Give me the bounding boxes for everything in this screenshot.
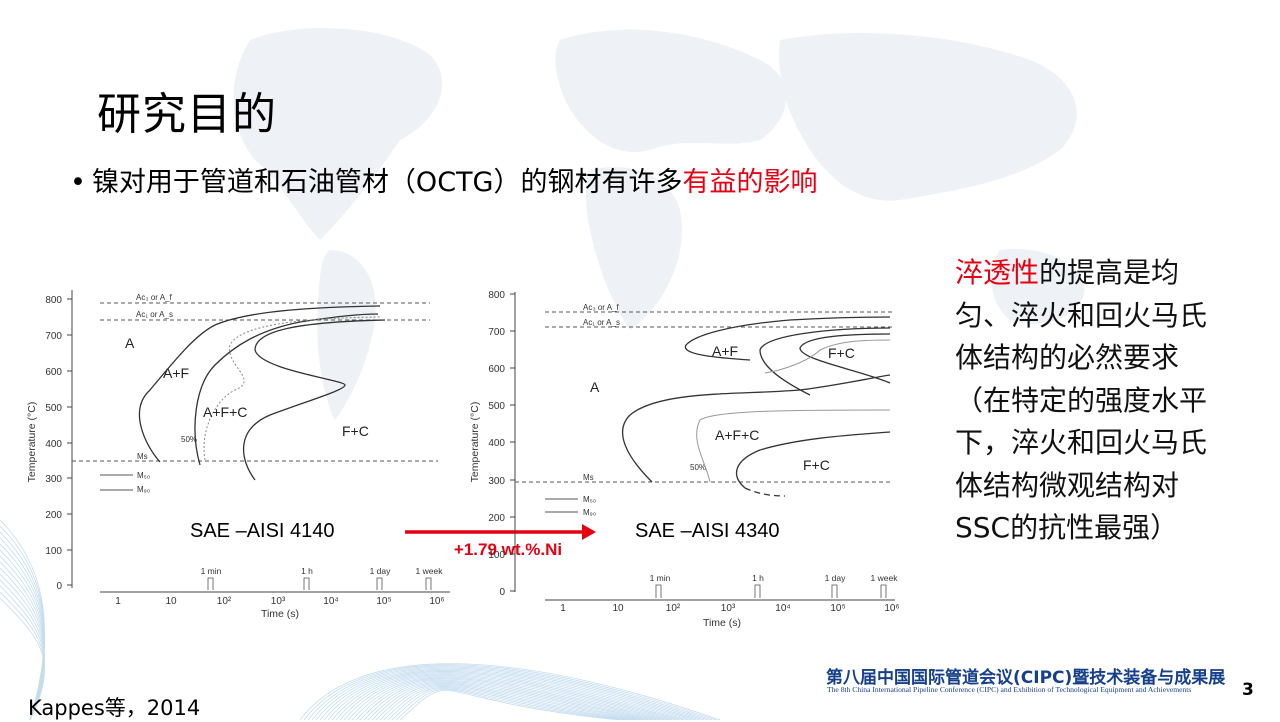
x-tick: 10⁵	[376, 596, 391, 607]
x-tick: 1	[560, 603, 566, 614]
y-tick: 100	[488, 550, 505, 561]
y-tick: 300	[488, 476, 505, 487]
ac1-label: Ac₁ or A_s	[136, 310, 173, 319]
y-tick: 700	[45, 331, 62, 342]
ttt-diagram-4140: 800 700 600 500 400 300 200 100 0 Temper…	[26, 290, 450, 620]
x-tick: 10⁴	[775, 603, 790, 614]
nickel-addition-arrow: +1.79 wt.%.Ni	[405, 524, 596, 559]
y-tick: 600	[488, 364, 505, 375]
x-tick: 10⁶	[429, 596, 444, 607]
region-label: A+F+C	[203, 404, 247, 420]
y-tick: 600	[45, 367, 62, 378]
conference-title-cn: 第八届中国国际管道会议(CIPC)暨技术装备与成果展	[826, 668, 1226, 688]
m90-label: M₉₀	[583, 508, 596, 517]
time-marker: 1 h	[301, 566, 313, 576]
y-tick: 400	[488, 438, 505, 449]
steel-4340-label: SAE –AISI 4340	[635, 520, 780, 542]
bullet-point: • 镍对用于管道和石油管材（OCTG）的钢材有许多有益的影响	[70, 160, 817, 199]
x-tick: 10⁶	[884, 603, 899, 614]
region-label: A+F	[163, 365, 189, 381]
conference-title-en: The 8th China International Pipeline Con…	[827, 685, 1192, 694]
hardenability-body: 的提高是均匀、淬火和回火马氏体结构的必然要求（在特定的强度水平下，淬火和回火马氏…	[955, 256, 1208, 544]
y-tick: 0	[499, 587, 505, 598]
time-marker: 1 week	[871, 573, 899, 583]
decorative-wave-lines	[0, 519, 721, 720]
ac3-label: Ac₃ or A_f	[136, 293, 172, 302]
x-tick: 1	[115, 596, 121, 607]
time-marker: 1 week	[416, 566, 444, 576]
y-axis-label: Temperature (°C)	[469, 402, 481, 483]
x-tick: 10⁵	[830, 603, 845, 614]
y-tick: 200	[488, 513, 505, 524]
m90-label: M₉₀	[137, 485, 150, 494]
y-tick: 400	[45, 439, 62, 450]
y-tick: 800	[45, 295, 62, 306]
y-tick: 800	[488, 290, 505, 301]
time-marker: 1 min	[650, 573, 671, 583]
hardenability-highlight: 淬透性	[955, 256, 1040, 289]
x-axis-label: Time (s)	[261, 608, 299, 620]
ms-label: Ms	[583, 473, 594, 482]
y-tick: 200	[45, 510, 62, 521]
y-tick: 300	[45, 474, 62, 485]
arrow-label: +1.79 wt.%.Ni	[454, 540, 562, 559]
y-tick: 500	[488, 401, 505, 412]
ac3-label: Ac₃ or A_f	[583, 303, 619, 312]
ac1-label: Ac₁ or A_s	[583, 318, 620, 327]
hardenability-note: 淬透性的提高是均匀、淬火和回火马氏体结构的必然要求（在特定的强度水平下，淬火和回…	[955, 252, 1217, 550]
ms-label: Ms	[137, 452, 148, 461]
ttt-diagrams: 800 700 600 500 400 300 200 100 0 Temper…	[26, 290, 900, 629]
y-tick: 500	[45, 403, 62, 414]
y-axis-label: Temperature (°C)	[26, 402, 38, 483]
y-tick: 0	[56, 581, 62, 592]
bullet-dot: •	[70, 167, 86, 198]
m50-label: M₅₀	[583, 495, 596, 504]
x-tick: 10²	[217, 596, 232, 607]
steel-4140-label: SAE –AISI 4140	[190, 520, 335, 542]
region-label: F+C	[828, 345, 855, 361]
bullet-text: 镍对用于管道和石油管材（OCTG）的钢材有许多	[91, 167, 683, 198]
time-marker: 1 day	[825, 573, 847, 583]
bullet-highlight: 有益的影响	[682, 167, 818, 198]
y-tick: 700	[488, 327, 505, 338]
slide-title: 研究目的	[97, 89, 277, 140]
x-tick: 10	[165, 596, 177, 607]
ttt-diagram-4340: 800 700 600 500 400 300 200 100 0 Temper…	[469, 290, 900, 629]
region-label: A	[125, 335, 135, 351]
x-tick: 10⁴	[323, 596, 338, 607]
region-label: A+F+C	[715, 427, 759, 443]
region-label: A	[590, 379, 600, 395]
y-ticks: 800 700 600 500 400 300 200 100 0	[45, 295, 62, 592]
percent-label: 50%	[690, 463, 706, 472]
x-tick: 10³	[721, 603, 736, 614]
x-ticks: 1 10 10² 10³ 10⁴ 10⁵ 10⁶	[115, 596, 444, 607]
time-marker: 1 min	[201, 566, 222, 576]
citation: Kappes等，2014	[28, 696, 201, 720]
region-label: F+C	[342, 423, 369, 439]
x-tick: 10	[612, 603, 624, 614]
time-marker: 1 day	[370, 566, 392, 576]
time-marker: 1 h	[752, 573, 764, 583]
x-axis-label: Time (s)	[703, 617, 741, 629]
m50-label: M₅₀	[137, 471, 150, 480]
percent-label: 50%	[181, 435, 197, 444]
region-label: A+F	[712, 343, 738, 359]
x-tick: 10³	[271, 596, 286, 607]
x-tick: 10²	[666, 603, 681, 614]
page-number: 3	[1242, 680, 1254, 700]
region-label: F+C	[803, 457, 830, 473]
y-tick: 100	[45, 546, 62, 557]
